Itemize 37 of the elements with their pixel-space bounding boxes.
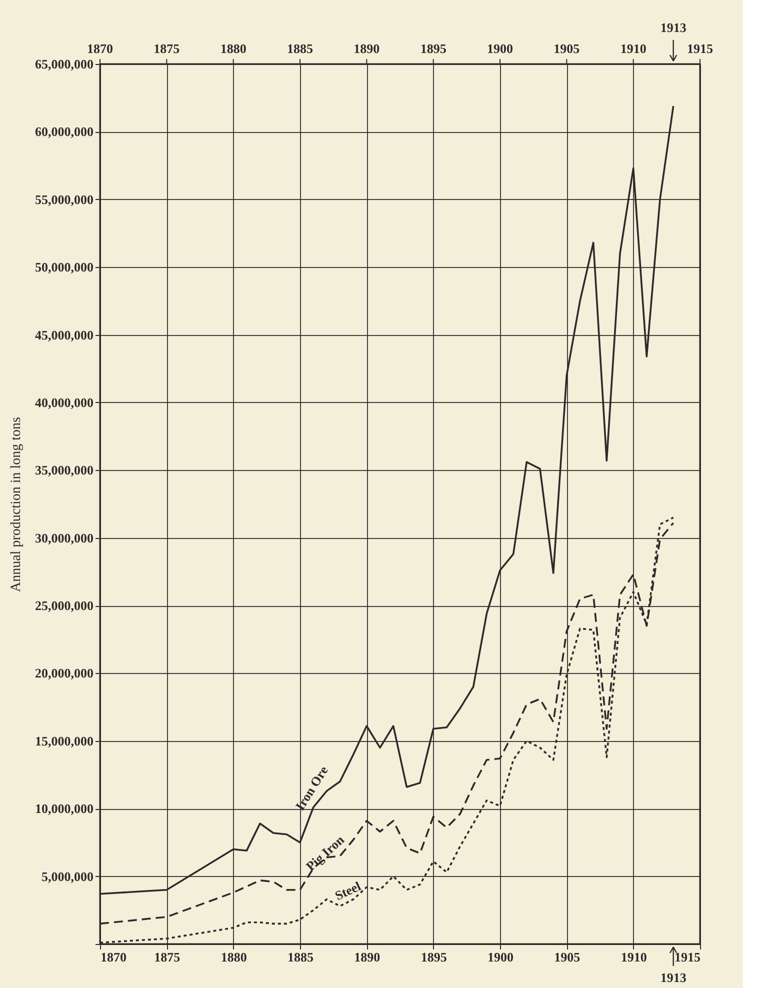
y-tick-label: 40,000,000 (35, 394, 94, 410)
annotation: 1913 (660, 20, 687, 35)
y-tick-label: 50,000,000 (35, 260, 94, 275)
x-tick-label: 1910 (620, 41, 646, 56)
x-tick-label: 1875 (154, 41, 180, 56)
x-tick-label: 1890 (354, 41, 380, 56)
y-tick-label: 5,000,000 (42, 868, 94, 884)
y-tick-label: 60,000,000 (35, 124, 94, 140)
y-tick-label: 10,000,000 (35, 801, 94, 816)
x-tick-label: 1880 (220, 41, 246, 56)
x-tick-label: 1895 (420, 41, 447, 56)
x2-tick-label: 1885 (288, 950, 314, 964)
x2-tick-label: 1895 (420, 950, 448, 964)
annotation: 1913 (660, 970, 687, 985)
y-tick-label: 15,000,000 (35, 733, 94, 748)
x-tick-label: 1900 (487, 41, 513, 56)
x2-tick-label: 1910 (620, 950, 647, 964)
x2-tick-label: 1890 (354, 950, 380, 964)
x-tick-label: 1905 (554, 41, 580, 56)
y-tick-label: 65,000,000 (35, 56, 94, 72)
text: Steel (332, 878, 364, 904)
x-tick-label: 1870 (87, 41, 113, 56)
y-tick-label: 55,000,000 (35, 192, 94, 207)
x2-tick-label: 1870 (100, 950, 126, 964)
x2-tick-label: 1905 (554, 950, 581, 964)
x-tick-label: 1885 (287, 41, 314, 56)
x2-tick-label: 1915 (674, 950, 701, 964)
y-tick-label: 35,000,000 (35, 462, 94, 478)
y-axis-title: Annual production in long tons (9, 417, 24, 592)
x2-tick-label: 1900 (488, 950, 514, 964)
y-tick-label: 25,000,000 (35, 598, 94, 614)
x-tick-label: 1915 (687, 41, 714, 56)
y-tick-label: 45,000,000 (35, 327, 94, 342)
x2-tick-label: 1880 (220, 950, 247, 964)
y-tick-label: 30,000,000 (35, 530, 94, 546)
y-tick-label: 20,000,000 (35, 666, 94, 681)
x2-tick-label: 1875 (154, 950, 181, 964)
